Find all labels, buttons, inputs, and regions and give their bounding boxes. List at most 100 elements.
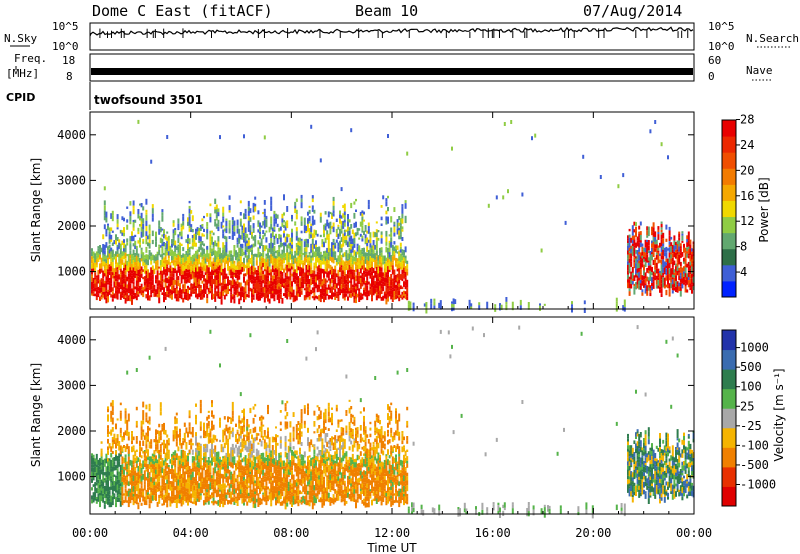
echo-cell bbox=[126, 242, 129, 246]
echo-cell bbox=[212, 475, 215, 480]
echo-cell bbox=[276, 250, 279, 256]
beam-title: Beam 10 bbox=[355, 2, 418, 20]
echo-cell bbox=[268, 243, 271, 249]
echo-cell bbox=[353, 269, 356, 273]
echo-cell bbox=[108, 227, 111, 232]
echo-cell bbox=[244, 227, 247, 234]
echo-cell bbox=[105, 234, 108, 237]
echo-cell bbox=[271, 293, 274, 299]
echo-cell bbox=[385, 222, 388, 225]
echo-cell bbox=[268, 284, 271, 289]
echo-cell bbox=[283, 293, 285, 296]
echo-cell bbox=[343, 293, 346, 298]
echo-cell bbox=[228, 236, 231, 239]
echo-cell bbox=[332, 292, 335, 297]
echo-cell bbox=[247, 281, 250, 287]
echo-cell bbox=[359, 211, 362, 216]
echo-cell bbox=[329, 264, 332, 270]
echo-cell bbox=[380, 271, 383, 276]
echo-cell bbox=[260, 296, 263, 299]
echo-cell bbox=[329, 283, 332, 288]
echo-cell bbox=[123, 239, 125, 243]
echo-cell bbox=[267, 270, 269, 276]
echo-cell bbox=[145, 254, 148, 259]
echo-cell bbox=[247, 259, 250, 263]
echo-cell bbox=[300, 230, 303, 234]
echo-cell bbox=[374, 232, 377, 235]
echo-cell bbox=[283, 252, 285, 258]
echo-cell bbox=[233, 294, 236, 299]
echo-cell bbox=[425, 302, 428, 308]
echo-cell bbox=[183, 283, 186, 289]
echo-cell bbox=[267, 287, 269, 292]
echo-cell bbox=[145, 500, 148, 506]
echo-cell bbox=[350, 274, 353, 278]
echo-cell bbox=[179, 256, 181, 262]
echo-cell bbox=[265, 266, 268, 270]
echo-cell bbox=[289, 250, 292, 255]
echo-cell bbox=[255, 260, 258, 266]
echo-cell bbox=[167, 449, 170, 454]
echo-cell bbox=[123, 286, 125, 290]
echo-cell bbox=[385, 210, 388, 215]
echo-cell bbox=[295, 276, 298, 281]
echo-cell bbox=[201, 218, 204, 222]
echo-cell bbox=[150, 252, 153, 257]
echo-cell bbox=[259, 266, 261, 273]
echo-cell bbox=[188, 410, 191, 416]
echo-cell bbox=[311, 257, 314, 261]
echo-cell bbox=[228, 205, 231, 211]
echo-cell bbox=[300, 198, 303, 203]
echo-cell bbox=[182, 253, 185, 258]
echo-cell bbox=[324, 286, 327, 293]
echo-cell bbox=[335, 218, 338, 222]
echo-cell bbox=[265, 278, 268, 282]
echo-cell bbox=[363, 280, 365, 285]
echo-cell bbox=[275, 218, 277, 222]
echo-cell bbox=[107, 250, 109, 255]
echo-cell bbox=[132, 277, 135, 282]
echo-cell bbox=[223, 489, 226, 492]
echo-cell bbox=[278, 293, 281, 299]
echo-cell bbox=[166, 294, 169, 297]
echo-cell bbox=[230, 267, 233, 270]
echo-cell bbox=[201, 233, 204, 237]
echo-cell bbox=[270, 216, 273, 220]
echo-cell bbox=[387, 221, 389, 224]
echo-cell bbox=[342, 253, 345, 258]
echo-cell bbox=[115, 251, 117, 257]
echo-cell bbox=[231, 284, 234, 289]
echo-cell bbox=[263, 274, 266, 281]
echo-cell bbox=[307, 263, 309, 270]
echo-cell bbox=[275, 250, 277, 254]
echo-cell bbox=[278, 283, 281, 287]
echo-cell bbox=[150, 267, 153, 270]
echo-cell bbox=[113, 275, 116, 279]
echo-cell bbox=[519, 299, 522, 306]
echo-cell bbox=[111, 400, 114, 406]
echo-cell bbox=[193, 269, 196, 272]
echo-cell bbox=[116, 214, 119, 220]
echo-cell bbox=[406, 279, 409, 286]
echo-cell bbox=[215, 223, 218, 227]
echo-cell bbox=[319, 260, 322, 263]
echo-cell bbox=[641, 289, 644, 293]
echo-cell bbox=[201, 247, 204, 251]
echo-cell bbox=[119, 282, 122, 285]
echo-cell bbox=[196, 293, 199, 300]
echo-cell bbox=[118, 282, 121, 288]
echo-cell bbox=[257, 278, 260, 283]
echo-cell bbox=[652, 284, 655, 289]
echo-cell bbox=[233, 450, 236, 454]
echo-cell bbox=[147, 272, 149, 279]
echo-cell bbox=[113, 240, 116, 245]
echo-cell bbox=[195, 414, 197, 420]
echo-cell bbox=[103, 210, 106, 216]
echo-cell bbox=[291, 248, 293, 252]
echo-cell bbox=[91, 248, 93, 252]
freq-band bbox=[91, 68, 693, 75]
echo-cell bbox=[660, 229, 663, 233]
echo-cell bbox=[356, 262, 359, 265]
echo-cell bbox=[212, 296, 215, 299]
echo-cell bbox=[311, 238, 314, 245]
